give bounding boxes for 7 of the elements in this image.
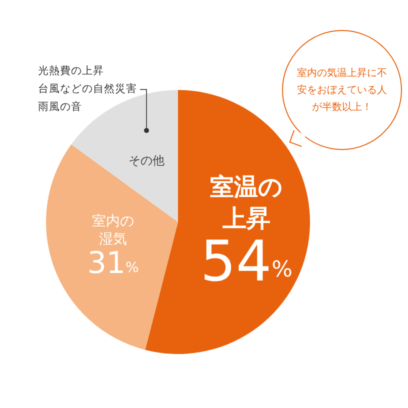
text: 雨風の音 — [38, 100, 83, 115]
slice-label: その他 — [128, 154, 165, 168]
slice-label: 室内の湿気 — [92, 213, 134, 248]
text: 室内の気温上昇に不安をおぼえている人が半数以上！ — [296, 66, 388, 114]
text: 台風などの自然災害 — [38, 82, 137, 97]
text: 光熱費の上昇 — [38, 64, 105, 79]
data-label: 31% — [87, 246, 139, 282]
